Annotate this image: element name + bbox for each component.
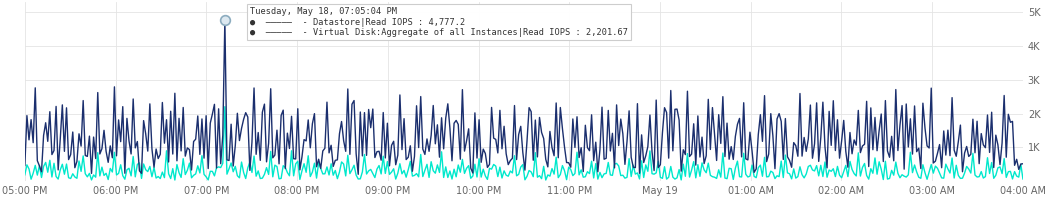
Text: Tuesday, May 18, 07:05:04 PM
●  —————  - Datastore|Read IOPS : 4,777.2
●  ————— : Tuesday, May 18, 07:05:04 PM ● ————— - D… xyxy=(249,8,628,37)
